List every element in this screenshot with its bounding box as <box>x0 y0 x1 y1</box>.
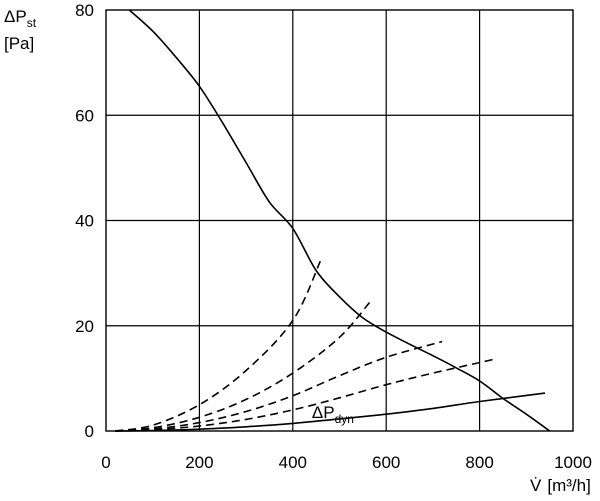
y-axis-label: ΔPst <box>4 7 37 30</box>
annotation-subscript: dyn <box>335 412 354 426</box>
y-tick-label: 20 <box>75 317 94 336</box>
x-tick-label: 600 <box>372 453 400 472</box>
series-line-1 <box>128 9 551 432</box>
y-axis-symbol: ΔP <box>4 7 27 26</box>
x-axis-unit: [m³/h] <box>547 476 590 495</box>
y-tick-label: 80 <box>75 1 94 20</box>
x-axis-label: V̇ [m³/h] <box>530 476 591 495</box>
x-tick-label: 0 <box>101 453 110 472</box>
series-line-6 <box>115 358 494 432</box>
x-tick-label: 1000 <box>554 453 592 472</box>
series-line-3 <box>115 259 322 432</box>
annotation-symbol: ΔP <box>312 403 335 422</box>
x-axis-symbol: V̇ <box>530 476 542 495</box>
x-tick-label: 400 <box>279 453 307 472</box>
annotation-dp-dyn: ΔPdyn <box>312 403 354 426</box>
y-axis-subscript: st <box>27 16 37 30</box>
y-tick-label: 60 <box>75 106 94 125</box>
series-line-2 <box>115 392 546 432</box>
series-line-4 <box>115 301 371 432</box>
plot-frame <box>105 9 574 432</box>
x-tick-label: 200 <box>185 453 213 472</box>
series-line-5 <box>115 340 443 432</box>
x-tick-label: 800 <box>465 453 493 472</box>
y-tick-label: 40 <box>75 212 94 231</box>
y-axis-unit: [Pa] <box>4 34 34 53</box>
y-tick-label: 0 <box>85 422 94 441</box>
